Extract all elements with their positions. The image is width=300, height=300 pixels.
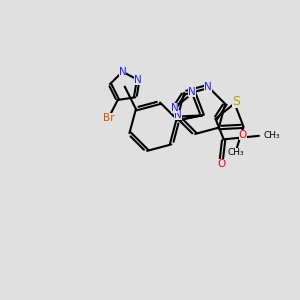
Text: N: N <box>188 87 196 98</box>
Text: N: N <box>118 67 126 77</box>
Text: N: N <box>134 75 142 85</box>
Text: Br: Br <box>103 113 114 123</box>
Text: CH₃: CH₃ <box>227 148 244 157</box>
Text: N: N <box>171 103 178 113</box>
Text: O: O <box>217 159 225 169</box>
Text: CH₃: CH₃ <box>263 131 280 140</box>
Text: S: S <box>232 95 240 108</box>
Text: O: O <box>238 130 247 140</box>
Text: N: N <box>204 82 212 92</box>
Text: N: N <box>174 110 182 120</box>
